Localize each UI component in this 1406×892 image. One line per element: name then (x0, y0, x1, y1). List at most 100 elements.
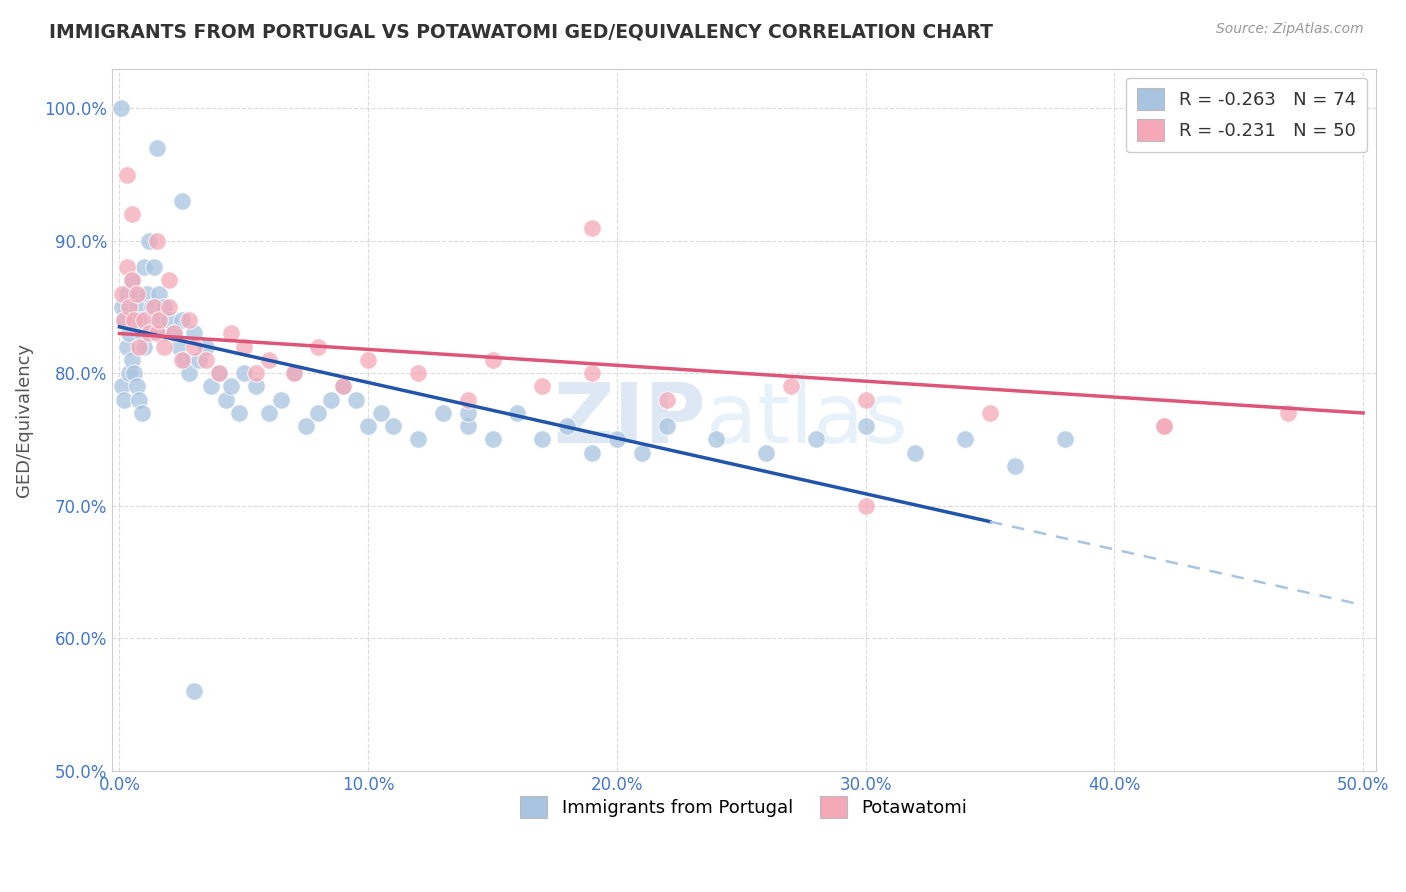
Point (115, 260, 138, 275)
Point (183, 326, 205, 341)
Point (208, 366, 231, 380)
Point (1277, 406, 1299, 420)
Point (128, 340, 150, 354)
Point (319, 392, 342, 407)
Point (630, 446, 652, 460)
Point (245, 366, 267, 380)
Point (112, 392, 135, 407)
Text: atlas: atlas (706, 379, 908, 460)
Point (110, 101, 132, 115)
Point (195, 353, 218, 368)
Legend: Immigrants from Portugal, Potawatomi: Immigrants from Portugal, Potawatomi (513, 789, 974, 825)
Point (125, 300, 148, 314)
Point (506, 406, 529, 420)
Point (131, 406, 153, 420)
Point (173, 353, 195, 368)
Point (111, 286, 134, 301)
Point (138, 234, 160, 248)
Point (755, 446, 778, 460)
Point (245, 379, 267, 393)
Point (307, 340, 329, 354)
Point (170, 194, 193, 208)
Point (143, 300, 166, 314)
Point (121, 273, 143, 287)
Text: Source: ZipAtlas.com: Source: ZipAtlas.com (1216, 22, 1364, 37)
Point (157, 300, 180, 314)
Point (855, 392, 877, 407)
Point (112, 313, 135, 327)
Point (150, 326, 173, 341)
Point (183, 340, 205, 354)
Point (148, 286, 170, 301)
Point (283, 366, 305, 380)
Text: ZIP: ZIP (554, 379, 706, 460)
Point (1053, 433, 1076, 447)
Point (167, 340, 190, 354)
Point (257, 406, 280, 420)
Point (115, 340, 138, 354)
Point (112, 313, 135, 327)
Point (406, 366, 429, 380)
Point (111, 379, 134, 393)
Point (332, 379, 354, 393)
Point (183, 684, 205, 698)
Point (332, 379, 354, 393)
Point (188, 353, 211, 368)
Point (143, 260, 166, 275)
Point (121, 207, 143, 221)
Point (581, 366, 603, 380)
Point (124, 366, 146, 380)
Point (145, 141, 167, 155)
Point (118, 326, 141, 341)
Point (257, 353, 280, 368)
Point (457, 419, 479, 434)
Point (382, 419, 405, 434)
Point (170, 353, 193, 368)
Point (1153, 419, 1175, 434)
Point (406, 433, 429, 447)
Point (457, 392, 479, 407)
Point (125, 286, 148, 301)
Point (855, 419, 877, 434)
Point (531, 379, 554, 393)
Point (531, 433, 554, 447)
Point (221, 379, 243, 393)
Point (177, 366, 200, 380)
Point (357, 353, 380, 368)
Point (581, 220, 603, 235)
Point (307, 406, 329, 420)
Point (118, 366, 141, 380)
Point (855, 499, 877, 513)
Point (200, 379, 222, 393)
Point (1004, 458, 1026, 473)
Point (118, 300, 141, 314)
Point (115, 168, 138, 182)
Y-axis label: GED/Equivalency: GED/Equivalency (15, 343, 32, 497)
Point (153, 300, 176, 314)
Point (780, 379, 803, 393)
Text: IMMIGRANTS FROM PORTUGAL VS POTAWATOMI GED/EQUIVALENCY CORRELATION CHART: IMMIGRANTS FROM PORTUGAL VS POTAWATOMI G… (49, 22, 993, 41)
Point (128, 392, 150, 407)
Point (979, 406, 1001, 420)
Point (283, 366, 305, 380)
Point (606, 433, 628, 447)
Point (953, 433, 976, 447)
Point (215, 392, 238, 407)
Point (111, 300, 134, 314)
Point (344, 392, 367, 407)
Point (221, 326, 243, 341)
Point (134, 340, 156, 354)
Point (270, 392, 292, 407)
Point (131, 326, 153, 341)
Point (145, 234, 167, 248)
Point (170, 313, 193, 327)
Point (135, 286, 157, 301)
Point (655, 392, 678, 407)
Point (1153, 419, 1175, 434)
Point (124, 313, 146, 327)
Point (555, 419, 578, 434)
Point (295, 419, 318, 434)
Point (134, 260, 156, 275)
Point (432, 406, 454, 420)
Point (228, 406, 250, 420)
